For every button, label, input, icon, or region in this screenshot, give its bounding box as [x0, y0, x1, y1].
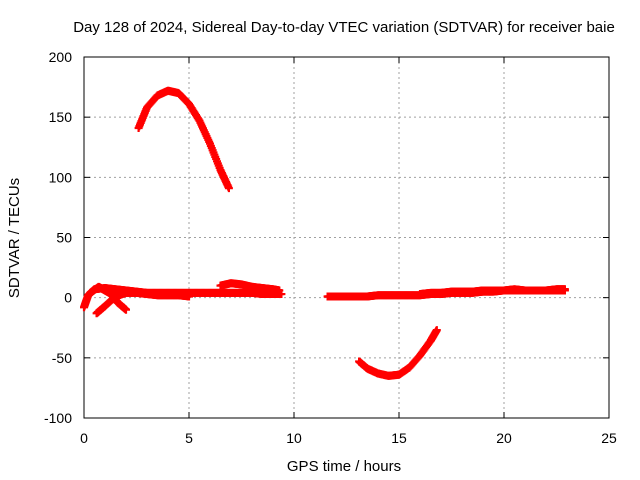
grid	[84, 57, 609, 418]
x-tick-label: 0	[80, 430, 88, 446]
data-point	[122, 305, 130, 314]
axis-ticks: 0 5 10 15 20 25 -100 -50 0 50 100 150 200	[44, 49, 617, 446]
x-tick-label: 10	[286, 430, 302, 446]
series-arc-high	[134, 86, 233, 193]
x-tick-label: 25	[601, 430, 617, 446]
y-tick-label: 150	[49, 109, 73, 125]
data-point	[560, 285, 569, 294]
y-tick-label: -50	[52, 350, 72, 366]
y-tick-label: 100	[49, 169, 73, 185]
series-arc-low	[355, 326, 441, 380]
x-tick-label: 20	[496, 430, 512, 446]
series-near-zero-6	[416, 285, 569, 299]
y-tick-label: 200	[49, 49, 73, 65]
y-axis-label: SDTVAR / TECUs	[6, 178, 23, 298]
x-axis-label: GPS time / hours	[287, 458, 401, 475]
y-tick-label: 50	[56, 230, 72, 246]
data-markers	[80, 86, 569, 380]
series-near-zero-4	[216, 279, 284, 295]
data-point	[275, 286, 284, 295]
x-tick-label: 5	[185, 430, 193, 446]
data-point	[224, 184, 233, 193]
y-tick-label: 0	[64, 290, 72, 306]
y-tick-label: -100	[44, 410, 72, 426]
chart-title: Day 128 of 2024, Sidereal Day-to-day VTE…	[73, 19, 615, 36]
data-point	[185, 292, 193, 301]
data-point	[432, 326, 441, 335]
series-near-zero-3	[86, 282, 130, 314]
x-tick-label: 15	[391, 430, 407, 446]
